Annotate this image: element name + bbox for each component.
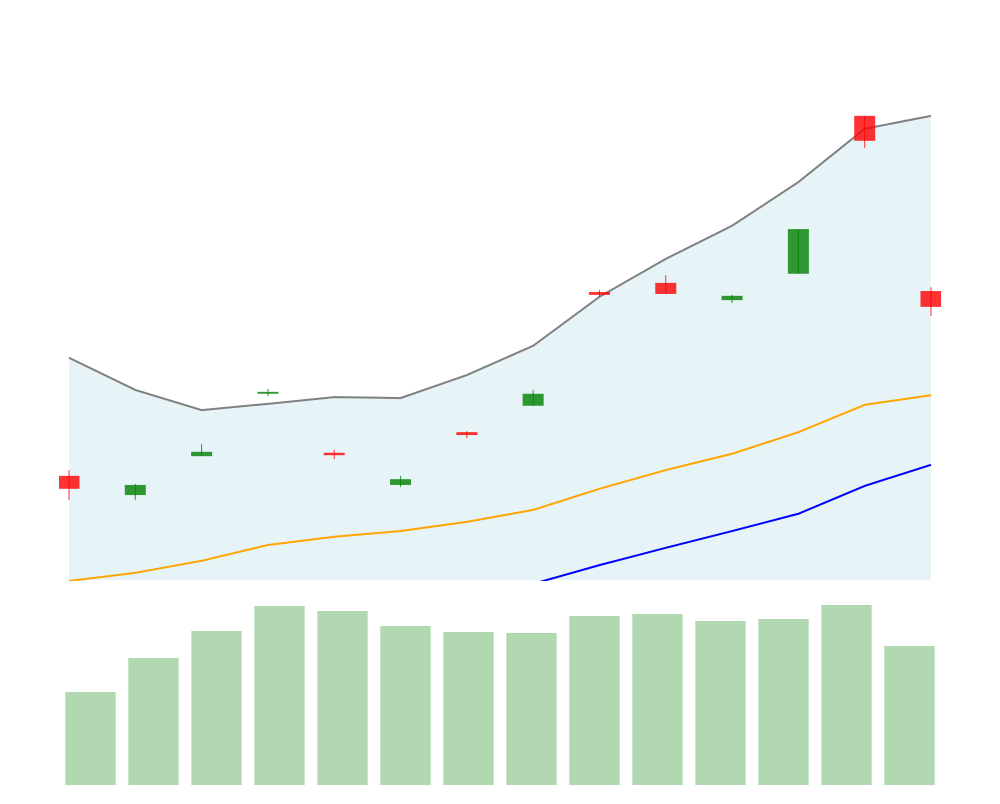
candle-body [655, 282, 677, 294]
candle-body [854, 115, 876, 141]
candle-body [456, 432, 478, 436]
candle-body [59, 475, 80, 489]
candle-body [522, 393, 544, 406]
volume-bar [632, 614, 683, 785]
line [68, 394, 932, 581]
line [68, 114, 932, 412]
volume-bar [380, 626, 431, 785]
candle-body [124, 484, 146, 496]
volume-bar [569, 616, 620, 785]
candle-body [323, 452, 345, 456]
volume-bar [317, 611, 368, 785]
volume-bar [443, 632, 494, 785]
volume-bar [254, 606, 305, 785]
volume-bar [506, 633, 557, 785]
candle-body [588, 292, 610, 295]
volume-bar [128, 658, 179, 785]
volume-bar [191, 631, 242, 785]
volume-bar [758, 619, 809, 785]
candle-body [787, 229, 809, 274]
band-area [69, 115, 931, 580]
volume-bar [821, 605, 872, 785]
volume-panel [65, 605, 935, 785]
candle-body [920, 291, 941, 307]
volume-bar [695, 621, 746, 785]
candle-body [721, 295, 743, 301]
volume-bar [65, 692, 116, 785]
line [539, 463, 932, 581]
volume-bar [884, 646, 935, 785]
price-panel [59, 114, 941, 581]
candle-body [257, 391, 279, 394]
candle-body [390, 479, 412, 485]
candle-body [191, 451, 213, 457]
